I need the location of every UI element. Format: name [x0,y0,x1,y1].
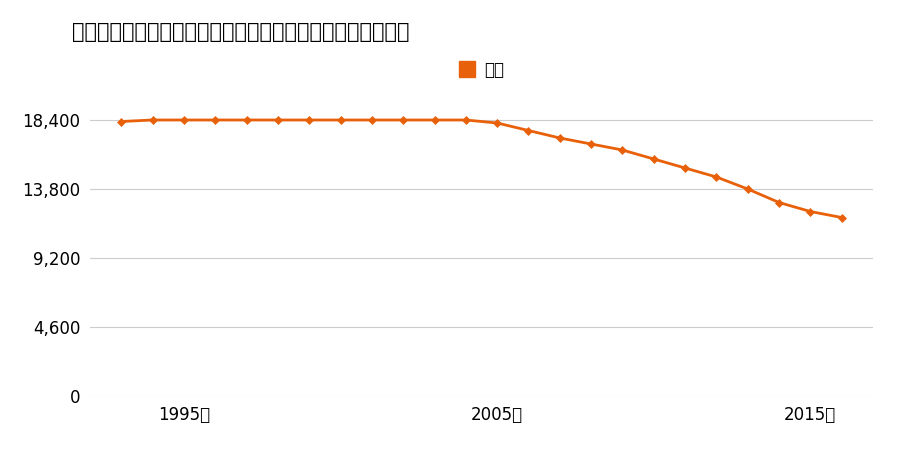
Legend: 価格: 価格 [453,54,510,85]
Text: 青森県上北郡六戸町大字犬落瀬字千刈田２番５１の地価推移: 青森県上北郡六戸町大字犬落瀬字千刈田２番５１の地価推移 [72,22,410,42]
